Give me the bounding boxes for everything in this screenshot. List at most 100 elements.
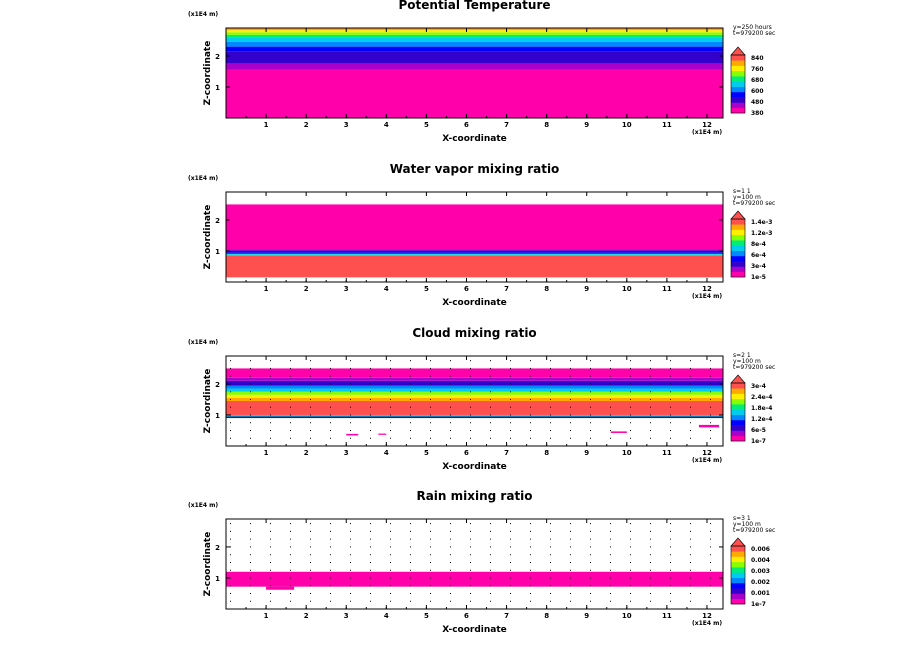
contour-patch: [378, 433, 387, 435]
contour-band: [226, 254, 723, 256]
colorbar-segment: [731, 255, 745, 262]
x-tick-label: 6: [464, 449, 469, 457]
contour-band: [226, 63, 723, 70]
colorbar-segment: [731, 588, 745, 594]
info-text: s=2 1: [733, 352, 751, 359]
z-axis-label: Z-coordinate: [203, 532, 213, 597]
x-unit-label: (x1E4 m): [692, 293, 722, 300]
x-tick-label: 12: [702, 285, 712, 293]
colorbar-segment: [731, 224, 745, 230]
colorbar-label: 680: [751, 77, 764, 84]
colorbar-arrow: [730, 210, 746, 220]
x-tick-label: 6: [464, 612, 469, 620]
chart-title: Rain mixing ratio: [416, 489, 532, 503]
x-tick-label: 12: [702, 121, 712, 129]
info-text: y=100 m: [733, 358, 761, 365]
x-tick-label: 7: [504, 449, 509, 457]
x-tick-label: 11: [662, 285, 672, 293]
z-tick-label: 2: [215, 53, 220, 61]
x-tick-label: 9: [584, 121, 589, 129]
colorbar-segment: [731, 593, 745, 600]
colorbar-label: 3e-4: [751, 263, 766, 270]
colorbar-segment: [731, 567, 745, 573]
colorbar-segment: [731, 546, 745, 552]
contour-band: [226, 37, 723, 42]
colorbar-segment: [731, 229, 745, 236]
x-tick-label: 4: [384, 449, 389, 457]
z-axis-label: Z-coordinate: [203, 41, 213, 106]
colorbar-segment: [731, 250, 745, 257]
contour-band: [226, 385, 723, 389]
colorbar-label: 1.8e-4: [751, 405, 772, 412]
contour-band: [226, 368, 723, 378]
contour-patch: [698, 424, 719, 428]
x-tick-label: 5: [424, 612, 429, 620]
colorbar-frame: [730, 382, 746, 442]
colorbar-label: 1e-7: [751, 438, 766, 445]
colorbar-label: 0.004: [751, 557, 770, 564]
chart-title: Cloud mixing ratio: [412, 326, 536, 340]
colorbar-frame: [730, 218, 746, 278]
colorbar-segment: [731, 561, 745, 568]
colorbar-label: 1.2e-3: [751, 230, 772, 237]
colorbar-segment: [731, 261, 745, 267]
colorbar-segment: [731, 55, 745, 61]
colorbar-label: 0.006: [751, 546, 770, 553]
contour-band: [226, 46, 723, 52]
contour-band: [226, 69, 723, 118]
x-tick-label: 8: [544, 449, 549, 457]
x-unit-label: (x1E4 m): [692, 457, 722, 464]
x-tick-label: 4: [384, 285, 389, 293]
z-tick-label: 2: [215, 217, 220, 225]
colorbar-segment: [731, 60, 745, 66]
panel-1: Potential Temperature(x1E4 m)1 2 3 4 5 6 7 8 9 10…: [188, 0, 775, 144]
contour-band: [226, 32, 723, 35]
contour-patch: [266, 586, 295, 590]
contour-band: [226, 394, 723, 398]
plot-frame: [225, 355, 724, 447]
x-tick-label: 4: [384, 121, 389, 129]
x-tick-label: 5: [424, 285, 429, 293]
colorbar-segment: [731, 577, 745, 584]
z-unit-label: (x1E4 m): [188, 502, 218, 509]
x-tick-label: 10: [622, 285, 632, 293]
info-text: t=979200 sec: [733, 527, 775, 534]
colorbar-label: 2.4e-4: [751, 394, 772, 401]
x-unit-label: (x1E4 m): [692, 620, 722, 627]
info-text: t=979200 sec: [733, 364, 775, 371]
z-unit-label: (x1E4 m): [188, 11, 218, 18]
contour-band: [226, 30, 723, 33]
x-tick-label: 2: [304, 449, 309, 457]
colorbar-label: 1.2e-4: [751, 416, 772, 423]
panel-3: Cloud mixing ratio(x1E4 m)1 2 3 4 5 6 7 8 9 10 11 1…: [188, 326, 775, 472]
x-tick-label: 10: [622, 612, 632, 620]
x-tick-label: 8: [544, 285, 549, 293]
colorbar-segment: [731, 266, 745, 273]
x-tick-label: 2: [304, 121, 309, 129]
x-unit-label: (x1E4 m): [692, 129, 722, 136]
colorbar-label: 6e-5: [751, 427, 766, 434]
colorbar-segment: [731, 91, 745, 98]
x-tick-label: 2: [304, 285, 309, 293]
x-tick-label: 9: [584, 285, 589, 293]
contour-band: [226, 253, 723, 255]
x-tick-label: 9: [584, 612, 589, 620]
colorbar-segment: [731, 598, 745, 605]
colorbar-segment: [731, 419, 745, 426]
contour-band: [226, 28, 723, 31]
colorbar-segment: [731, 383, 745, 389]
contour-band: [226, 380, 723, 386]
x-tick-label: 10: [622, 121, 632, 129]
contour-band: [226, 252, 723, 254]
z-axis-label: Z-coordinate: [203, 205, 213, 270]
colorbar-segment: [731, 65, 745, 72]
colorbar-segment: [731, 430, 745, 437]
info-text: t=979200 sec: [733, 30, 775, 37]
x-tick-label: 3: [344, 285, 349, 293]
contour-band: [226, 571, 723, 587]
contour-band: [226, 388, 723, 392]
contour-band: [226, 397, 723, 401]
colorbar-segment: [731, 388, 745, 394]
colorbar-segment: [731, 86, 745, 93]
x-axis-label: X-coordinate: [442, 134, 507, 144]
